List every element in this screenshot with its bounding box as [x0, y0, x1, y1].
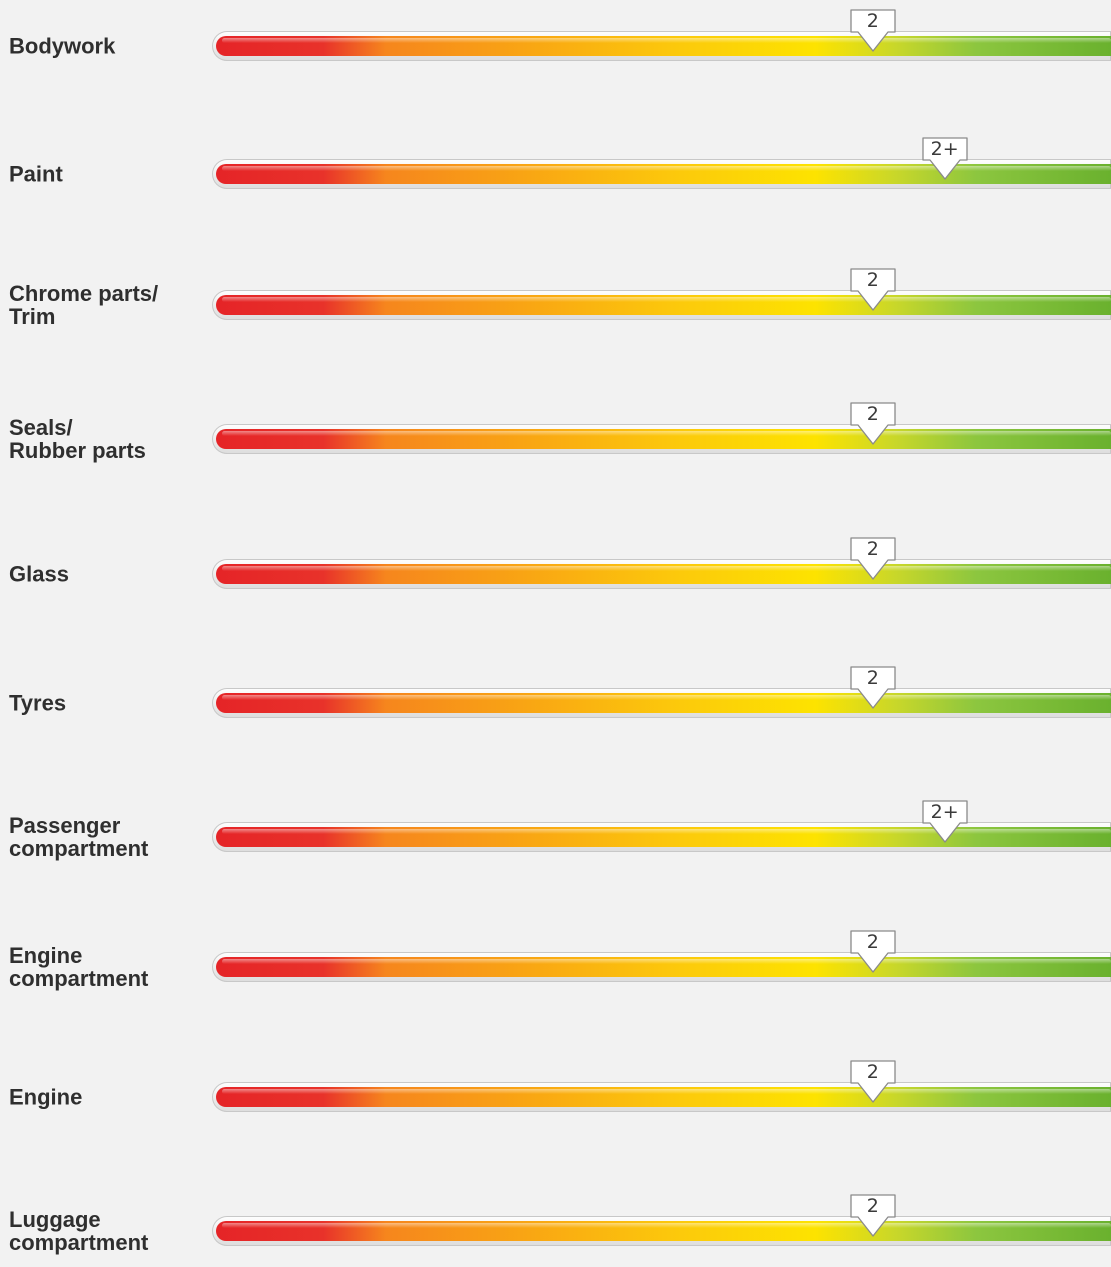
rating-row-passenger-compartment: Passenger compartment 2+ [0, 800, 1111, 861]
grade-value: 2 [866, 931, 879, 953]
rating-row-engine: Engine 2 [0, 1060, 1111, 1117]
rating-label: Tyres [9, 690, 67, 716]
rating-label: Paint [9, 161, 63, 187]
rating-scale-bar: 2 [212, 1060, 1111, 1112]
grade-marker: 2 [845, 1060, 901, 1108]
rating-row-bodywork: Bodywork 2 [0, 9, 1111, 66]
down-arrow-marker-icon [922, 137, 968, 180]
rating-row-seals-rubber-parts: Seals/ Rubber parts 2 [0, 402, 1111, 463]
rating-scale-gradient [216, 36, 1111, 56]
grade-value: 2 [866, 269, 879, 291]
grade-marker: 2 [845, 930, 901, 978]
down-arrow-marker-icon [850, 9, 896, 52]
rating-row-tyres: Tyres 2 [0, 666, 1111, 723]
rating-scale-gradient [216, 429, 1111, 449]
grade-marker: 2 [845, 1194, 901, 1242]
rating-scale-bar: 2 [212, 9, 1111, 61]
rating-scale-bar: 2 [212, 268, 1111, 320]
grade-value: 2 [866, 1195, 879, 1217]
rating-scale-bar: 2 [212, 1194, 1111, 1246]
down-arrow-marker-icon [850, 1194, 896, 1237]
rating-label: Glass [9, 561, 69, 587]
rating-row-luggage-compartment: Luggage compartment 2 [0, 1194, 1111, 1255]
rating-scale-gradient [216, 164, 1111, 184]
grade-value: 2 [866, 403, 879, 425]
grade-value: 2+ [930, 801, 959, 823]
rating-scale-bar: 2 [212, 666, 1111, 718]
rating-scale-gradient [216, 693, 1111, 713]
grade-value: 2 [866, 538, 879, 560]
rating-scale-gradient [216, 957, 1111, 977]
down-arrow-marker-icon [850, 930, 896, 973]
grade-marker: 2 [845, 666, 901, 714]
rating-label: Bodywork [9, 33, 116, 59]
rating-scale-gradient [216, 827, 1111, 847]
rating-scale-gradient [216, 295, 1111, 315]
grade-value: 2+ [930, 138, 959, 160]
rating-label: Chrome parts/ Trim [9, 281, 159, 329]
grade-marker: 2+ [917, 800, 973, 848]
grade-marker: 2 [845, 9, 901, 57]
rating-scale-bar: 2+ [212, 137, 1111, 189]
rating-scale-gradient [216, 1221, 1111, 1241]
down-arrow-marker-icon [922, 800, 968, 843]
down-arrow-marker-icon [850, 268, 896, 311]
rating-label: Seals/ Rubber parts [9, 415, 146, 463]
rating-row-chrome-parts-trim: Chrome parts/ Trim 2 [0, 268, 1111, 329]
grade-value: 2 [866, 10, 879, 32]
rating-label: Luggage compartment [9, 1207, 149, 1255]
grade-marker: 2 [845, 268, 901, 316]
rating-label: Engine compartment [9, 943, 149, 991]
grade-value: 2 [866, 667, 879, 689]
grade-marker: 2 [845, 402, 901, 450]
rating-scale-gradient [216, 1087, 1111, 1107]
down-arrow-marker-icon [850, 666, 896, 709]
grade-marker: 2 [845, 537, 901, 585]
down-arrow-marker-icon [850, 1060, 896, 1103]
rating-label: Engine [9, 1084, 83, 1110]
down-arrow-marker-icon [850, 402, 896, 445]
rating-scale-bar: 2+ [212, 800, 1111, 852]
rating-scale-gradient [216, 564, 1111, 584]
rating-scale-bar: 2 [212, 537, 1111, 589]
down-arrow-marker-icon [850, 537, 896, 580]
rating-scale-bar: 2 [212, 402, 1111, 454]
rating-row-engine-compartment: Engine compartment 2 [0, 930, 1111, 991]
grade-marker: 2+ [917, 137, 973, 185]
rating-row-glass: Glass 2 [0, 537, 1111, 594]
grade-value: 2 [866, 1061, 879, 1083]
rating-row-paint: Paint 2+ [0, 137, 1111, 194]
rating-label: Passenger compartment [9, 813, 149, 861]
rating-scale-bar: 2 [212, 930, 1111, 982]
